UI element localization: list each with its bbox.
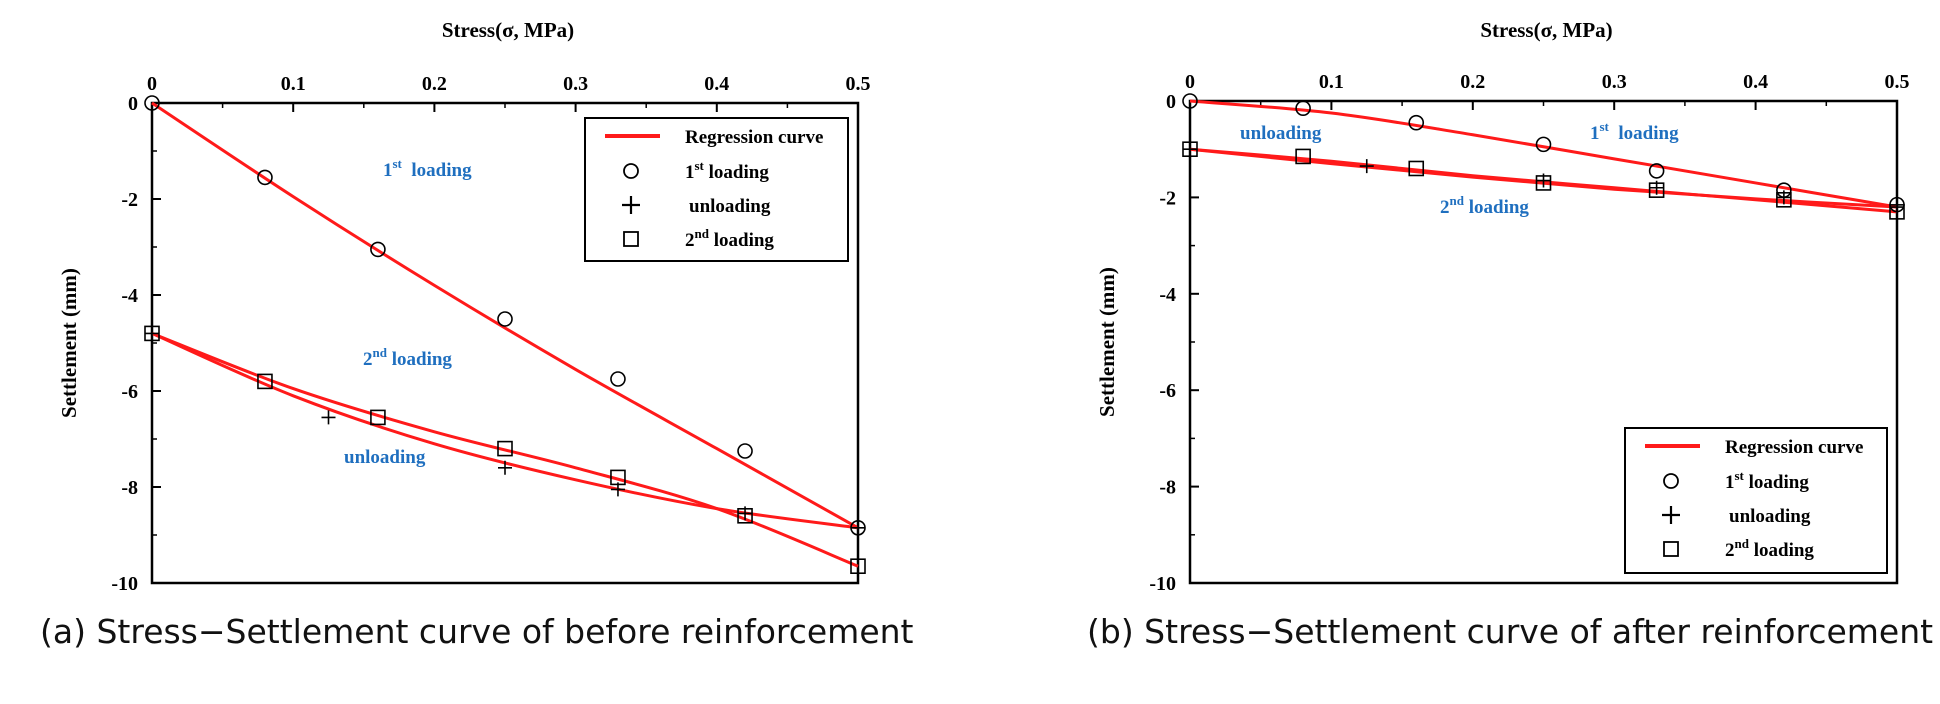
data-point-second-loading: [1535, 175, 1552, 191]
legend-regression-label: Regression curve: [1725, 437, 1863, 458]
data-point-first-loading: [1295, 100, 1311, 117]
data-point-second-loading: [257, 373, 273, 390]
y-tick-label: -6: [121, 381, 138, 403]
data-point-unloading: [1890, 200, 1904, 215]
data-point-first-loading: [257, 169, 273, 186]
data-point-first-loading: [1182, 93, 1198, 109]
y-tick-label: -10: [1149, 573, 1176, 595]
data-point-second-loading: [1648, 182, 1665, 198]
annotation-unloading: unloading: [344, 447, 426, 468]
caption-a: (a) Stress−Settlement curve of before re…: [40, 612, 914, 651]
regression-curve: [151, 332, 859, 568]
data-point-second-loading: [1408, 160, 1425, 177]
data-point-unloading: [498, 460, 512, 475]
data-point-second-loading: [737, 507, 753, 524]
data-point-unloading: [1359, 159, 1374, 174]
y-tick-label: -2: [121, 189, 138, 211]
legend-box: [584, 117, 849, 262]
x-tick-label: 0: [1185, 71, 1195, 93]
y-tick-label: -8: [1159, 477, 1176, 499]
x-tick-label: 0.5: [1885, 71, 1910, 93]
legend-unloading-label: unloading: [1729, 506, 1811, 527]
x-tick-label: 0.3: [1602, 71, 1627, 93]
x-axis-label: Stress(σ, MPa): [442, 18, 574, 42]
legend-square-marker: [1663, 541, 1679, 557]
annotation-first-loading: 1st loading: [1590, 119, 1679, 144]
y-tick-label: -2: [1159, 187, 1176, 209]
caption-b: (b) Stress−Settlement curve of after rei…: [1087, 612, 1934, 651]
data-point-first-loading: [1408, 114, 1425, 131]
legend-unloading-label: unloading: [689, 196, 771, 217]
data-point-first-loading: [370, 241, 386, 258]
chart-panel-a: 0 0.1 0.2 0.3 0.4 0.5 0 -2 -4 -6 -8 -10 Stress(σ, MP…: [57, 18, 871, 595]
x-axis-label: Stress(σ, MPa): [1480, 18, 1612, 42]
data-point-first-loading: [1535, 136, 1552, 153]
data-point-first-loading: [497, 311, 513, 327]
data-point-second-loading: [610, 469, 626, 486]
data-point-unloading: [145, 326, 159, 341]
x-tick-label: 0: [147, 73, 157, 95]
x-tick-label: 0.3: [563, 73, 588, 95]
data-point-second-loading: [370, 409, 386, 426]
legend-circle-marker: [1663, 473, 1679, 489]
y-tick-label: -4: [121, 285, 138, 307]
x-tick-label: 0.4: [1743, 71, 1768, 93]
regression-curve: [151, 332, 859, 530]
legend-plus-marker: [1662, 506, 1680, 524]
legend-second-loading-label: 2nd loading: [685, 226, 774, 251]
data-point-second-loading: [1295, 148, 1311, 165]
y-axis-label: Settlement (mm): [57, 268, 81, 418]
y-tick-label: 0: [1166, 91, 1176, 113]
annotation-unloading: unloading: [1240, 123, 1322, 144]
data-point-unloading: [851, 520, 865, 535]
data-point-first-loading: [144, 95, 160, 111]
legend-regression-label: Regression curve: [685, 127, 823, 148]
legend-first-loading-label: 1st loading: [685, 158, 769, 183]
x-tick-label: 0.5: [846, 73, 871, 95]
data-point-second-loading: [497, 440, 513, 457]
data-point-second-loading: [1182, 141, 1198, 157]
data-point-unloading: [1183, 142, 1197, 157]
x-tick-label: 0.1: [281, 73, 306, 95]
legend-first-loading-label: 1st loading: [1725, 468, 1809, 493]
x-tick-label: 0.1: [1319, 71, 1344, 93]
chart-panel-b: 0 0.1 0.2 0.3 0.4 0.5 0 -2 -4 -6 -8 -10 Stress(σ, MP…: [1095, 18, 1910, 595]
data-point-first-loading: [610, 371, 626, 387]
y-tick-label: -8: [121, 477, 138, 499]
x-tick-label: 0.2: [1460, 71, 1485, 93]
x-tick-label: 0.2: [422, 73, 447, 95]
legend-second-loading-label: 2nd loading: [1725, 536, 1814, 561]
regression-curve: [1189, 99, 1898, 209]
data-point-second-loading: [1776, 192, 1792, 208]
legend-square-marker: [623, 231, 639, 247]
data-point-second-loading: [1889, 204, 1905, 220]
legend-box: [1624, 427, 1888, 574]
y-tick-label: -4: [1159, 284, 1176, 306]
annotation-first-loading: 1st loading: [383, 156, 472, 181]
data-point-first-loading: [737, 443, 753, 459]
data-point-second-loading: [144, 325, 160, 342]
y-tick-label: 0: [128, 93, 138, 115]
data-point-second-loading: [850, 558, 866, 575]
legend-circle-marker: [623, 163, 639, 179]
y-axis-label: Settlement (mm): [1095, 267, 1119, 417]
data-point-unloading: [321, 410, 336, 425]
annotation-second-loading: 2nd loading: [1440, 193, 1529, 218]
regression-curve: [151, 101, 859, 530]
data-point-first-loading: [1648, 163, 1665, 179]
y-tick-label: -10: [111, 573, 138, 595]
x-tick-label: 0.4: [704, 73, 729, 95]
y-tick-label: -6: [1159, 380, 1176, 402]
annotation-second-loading: 2nd loading: [363, 345, 452, 370]
legend-plus-marker: [622, 196, 640, 214]
